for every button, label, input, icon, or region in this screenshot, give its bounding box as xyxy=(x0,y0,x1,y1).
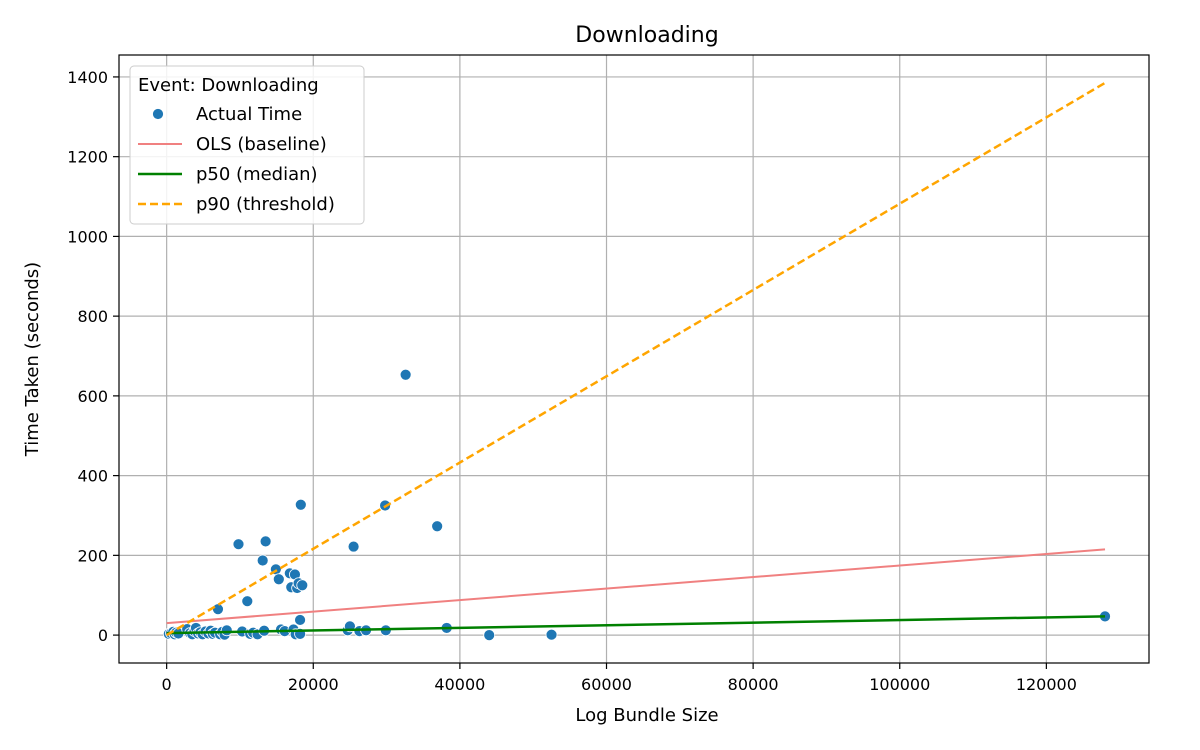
ols-line xyxy=(166,548,1106,625)
scatter-point xyxy=(220,624,233,637)
y-tick-label: 400 xyxy=(77,467,108,486)
x-axis-label: Log Bundle Size xyxy=(575,705,718,726)
scatter-point xyxy=(347,540,360,553)
scatter-point xyxy=(256,554,269,567)
legend-box xyxy=(129,65,365,225)
x-tick-label: 100000 xyxy=(869,675,930,694)
x-tick-label: 80000 xyxy=(728,675,779,694)
chart-title: Downloading xyxy=(575,23,718,48)
y-tick-label: 800 xyxy=(77,307,108,326)
y-tick-label: 1200 xyxy=(67,148,108,167)
legend-entry-actual-time: Actual Time xyxy=(196,104,302,125)
legend-entry-ols: OLS (baseline) xyxy=(196,134,327,155)
scatter-point xyxy=(296,579,309,592)
scatter-point xyxy=(272,573,285,586)
x-tick-label: 0 xyxy=(162,675,172,694)
y-tick-label: 1000 xyxy=(67,227,108,246)
p50-line xyxy=(166,615,1106,635)
legend: Event: Downloading Actual Time OLS (base… xyxy=(129,65,365,225)
scatter-point xyxy=(232,538,245,551)
scatter-point xyxy=(212,603,224,616)
x-tick-label: 120000 xyxy=(1016,675,1077,694)
p90-line xyxy=(166,81,1106,637)
x-tick-label: 20000 xyxy=(288,675,339,694)
legend-entry-p90: p90 (threshold) xyxy=(196,194,335,215)
legend-title: Event: Downloading xyxy=(138,75,319,96)
scatter-point xyxy=(545,628,558,641)
x-tick-label: 60000 xyxy=(581,675,632,694)
scatter-point xyxy=(483,629,496,641)
x-tick-label: 40000 xyxy=(434,675,485,694)
ticks: 0 20000 40000 60000 80000 100000 120000 0 200 400… xyxy=(67,68,1077,694)
y-tick-label: 1400 xyxy=(67,68,108,87)
legend-entry-p50: p50 (median) xyxy=(196,164,318,185)
scatter-point xyxy=(399,368,412,381)
plot-area xyxy=(162,81,1111,641)
y-tick-label: 0 xyxy=(98,626,108,645)
axes-frame xyxy=(118,54,1150,664)
scatter-point xyxy=(241,595,254,608)
scatter-point xyxy=(259,535,272,548)
legend-marker-actual-time xyxy=(152,108,164,120)
scatter-point xyxy=(431,520,444,533)
y-tick-label: 200 xyxy=(77,546,108,565)
scatter-point xyxy=(294,498,307,511)
y-axis-label: Time Taken (seconds) xyxy=(22,262,43,457)
scatter-point xyxy=(294,614,306,626)
y-tick-label: 600 xyxy=(77,387,108,406)
